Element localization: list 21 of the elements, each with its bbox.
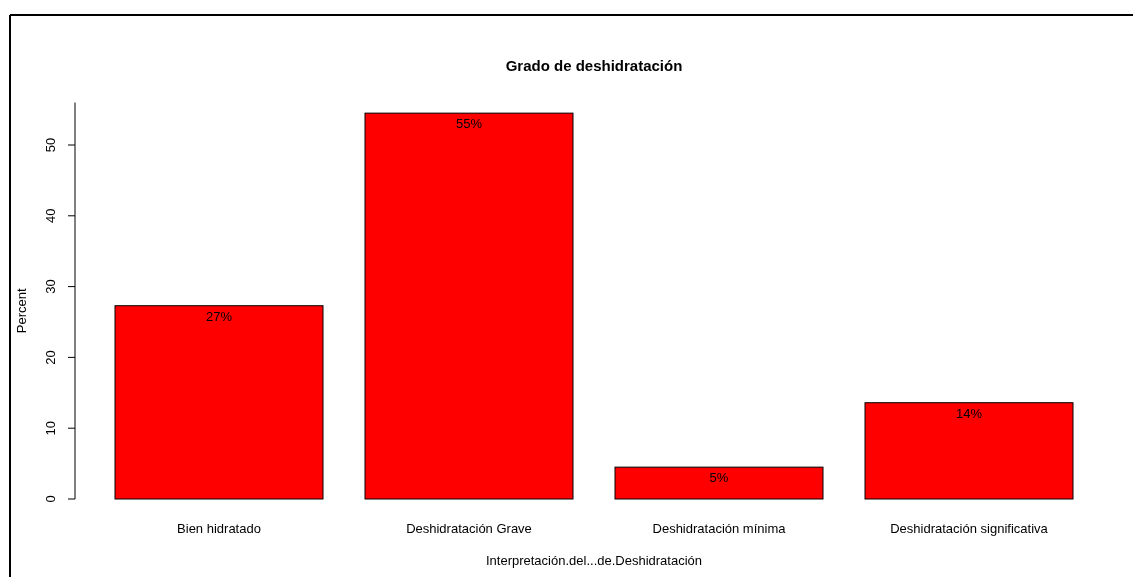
bar [364,112,574,500]
data-label: 5% [709,470,729,486]
bar [614,466,824,500]
data-label: 55% [455,116,483,132]
y-tick-label: 10 [43,420,58,436]
bar [864,402,1074,500]
y-tick-label: 50 [43,137,58,153]
data-label: 27% [205,308,233,324]
x-tick-label: Deshidratación mínima [652,521,787,536]
data-label: 14% [955,405,983,421]
y-tick-label: 20 [43,350,58,365]
y-axis-title: Percent [14,287,29,334]
x-axis-title: Interpretación.del...de.Deshidratación [485,553,703,568]
y-tick-label: 0 [43,495,58,503]
x-tick-label: Deshidratación Grave [406,521,532,536]
x-tick-label: Deshidratación significativa [890,521,1049,536]
bar [114,305,324,500]
y-tick-label: 30 [43,279,58,294]
chart-title: Grado de deshidratación [505,57,683,74]
x-tick-label: Bien hidratado [177,521,261,536]
y-tick-label: 40 [43,208,58,224]
